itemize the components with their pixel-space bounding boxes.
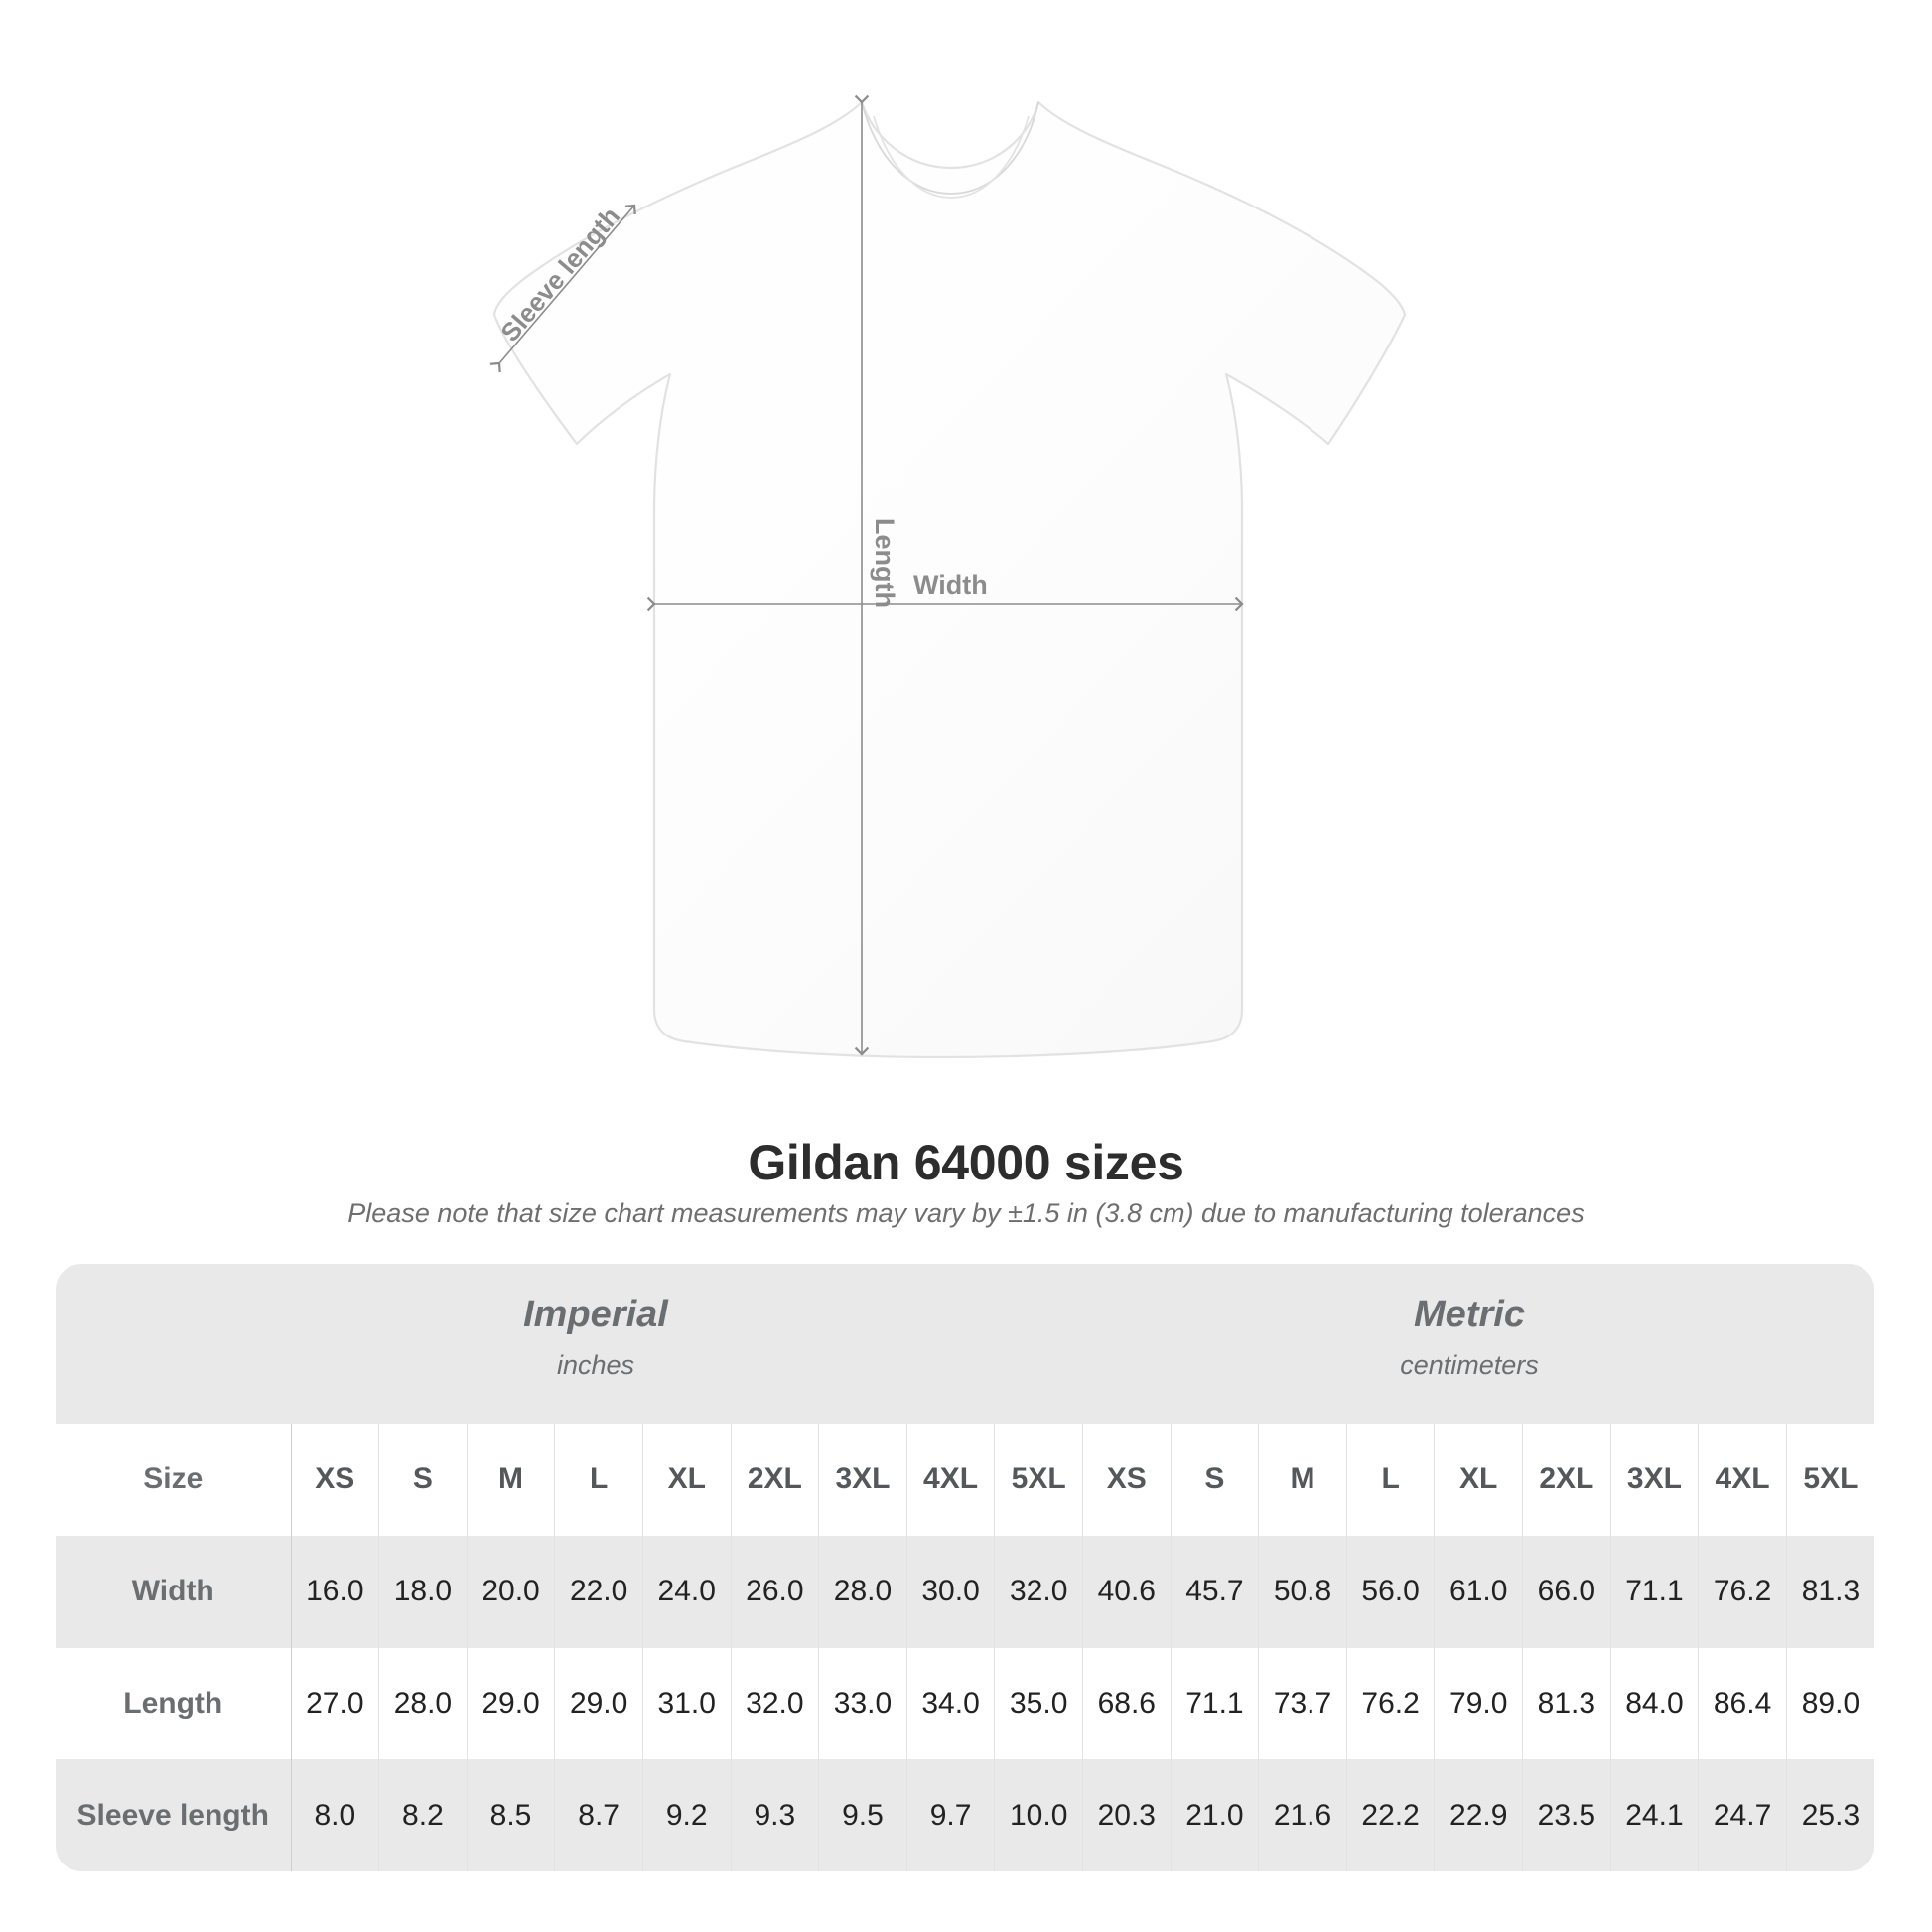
svg-text:Length: Length <box>870 518 899 608</box>
svg-text:Width: Width <box>913 570 988 600</box>
